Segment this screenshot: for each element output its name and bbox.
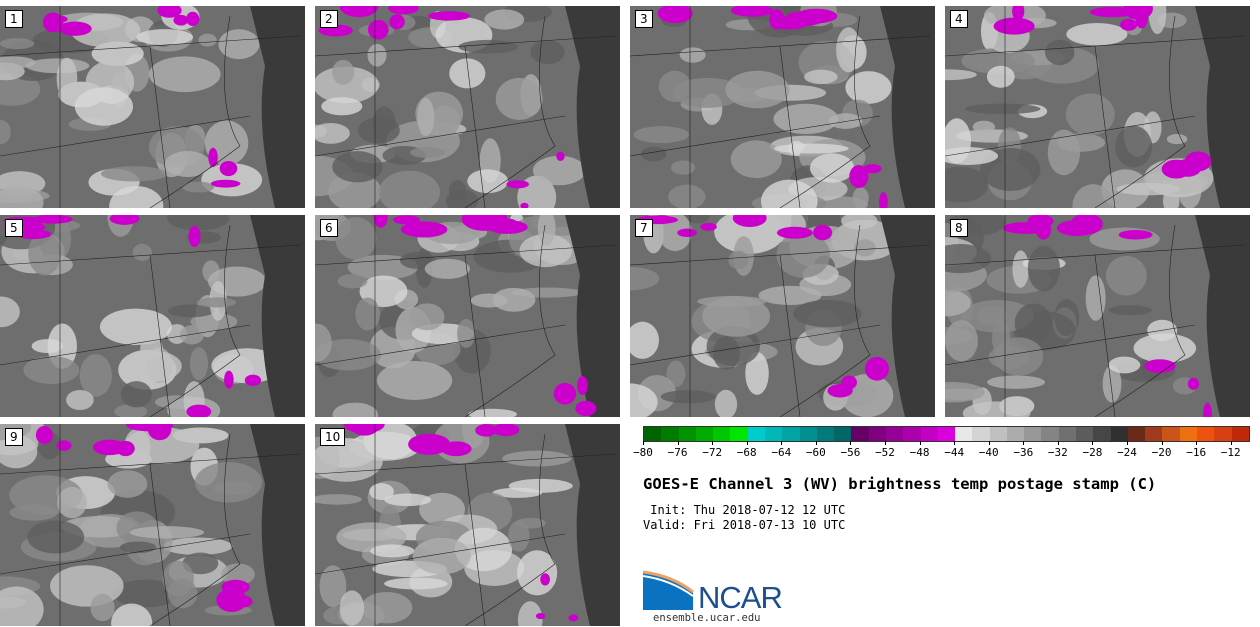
colorbar-bin xyxy=(1006,427,1025,441)
colorbar-tick-label: −12 xyxy=(1220,446,1241,459)
postage-stamp-map: 7 xyxy=(630,215,935,417)
colorbar-tick xyxy=(885,441,886,445)
colorbar-bin xyxy=(764,427,783,441)
site-url: ensemble.ucar.edu xyxy=(653,612,761,624)
colorbar-bin xyxy=(1024,427,1042,441)
colorbar-tick xyxy=(643,441,644,445)
logo-text: NCAR xyxy=(698,580,783,615)
colorbar-tick-label: −44 xyxy=(944,446,965,459)
postage-stamp-map: 1 xyxy=(0,6,305,208)
colorbar xyxy=(643,426,1250,442)
colorbar-tick xyxy=(919,441,921,445)
colorbar-bin xyxy=(799,427,817,441)
panel-number-label: 9 xyxy=(5,428,23,446)
colorbar-bin xyxy=(955,427,973,441)
colorbar-tick xyxy=(746,441,748,445)
colorbar-tick xyxy=(850,441,852,445)
colorbar-bin xyxy=(1231,427,1249,441)
colorbar-tick-label: −16 xyxy=(1186,446,1207,459)
colorbar-tick-label: −24 xyxy=(1117,446,1137,459)
colorbar-tick-label: −60 xyxy=(805,446,826,459)
colorbar-bin xyxy=(989,427,1007,441)
colorbar-bin xyxy=(972,427,990,441)
colorbar-tick-label: −32 xyxy=(1047,446,1068,459)
panel-number-label: 1 xyxy=(5,10,23,28)
colorbar-tick xyxy=(1057,441,1059,445)
colorbar-tick xyxy=(1127,441,1128,445)
colorbar-tick xyxy=(815,441,817,445)
colorbar-bin xyxy=(851,427,869,441)
colorbar-bin xyxy=(1041,427,1059,441)
colorbar-bin xyxy=(1179,427,1197,441)
colorbar-tick-label: −36 xyxy=(1013,446,1034,459)
colorbar-bin xyxy=(868,427,886,441)
colorbar-bin xyxy=(920,427,938,441)
colorbar-tick xyxy=(1196,441,1198,445)
init-time: Init: Thu 2018-07-12 12 UTC xyxy=(643,503,846,517)
colorbar-tick-label: −72 xyxy=(702,446,723,459)
postage-stamp-map: 4 xyxy=(945,6,1250,208)
ncar-logo-icon xyxy=(643,570,694,610)
colorbar-tick xyxy=(988,441,990,445)
panel-number-label: 3 xyxy=(635,10,653,28)
colorbar-bin xyxy=(782,427,800,441)
colorbar-tick xyxy=(781,441,783,445)
colorbar-tick-label: −40 xyxy=(978,446,999,459)
colorbar-bin xyxy=(695,427,714,441)
colorbar-tick-label: −80 xyxy=(633,446,653,459)
colorbar-bin xyxy=(834,427,852,441)
colorbar-bin xyxy=(816,427,835,441)
colorbar-bin xyxy=(644,427,662,441)
colorbar-tick xyxy=(1023,441,1025,445)
colorbar-bin xyxy=(1214,427,1232,441)
colorbar-tick-label: −48 xyxy=(909,446,930,459)
colorbar-tick xyxy=(677,441,679,445)
colorbar-tick xyxy=(1230,441,1232,445)
panel-number-label: 6 xyxy=(320,219,338,237)
panel-number-label: 2 xyxy=(320,10,338,28)
colorbar-tick-label: −64 xyxy=(771,446,792,459)
postage-stamp-map: 6 xyxy=(315,215,620,417)
colorbar-bin xyxy=(1145,427,1163,441)
postage-stamp-map: 9 xyxy=(0,424,305,626)
colorbar-tick-label: −20 xyxy=(1151,446,1172,459)
colorbar-bin xyxy=(747,427,765,441)
postage-stamp-map: 5 xyxy=(0,215,305,417)
colorbar-tick-label: −28 xyxy=(1082,446,1103,459)
colorbar-bin xyxy=(937,427,956,441)
colorbar-bin xyxy=(1076,427,1094,441)
colorbar-tick xyxy=(1161,441,1163,445)
postage-stamp-map: 10 xyxy=(315,424,620,626)
panel-number-label: 10 xyxy=(320,428,346,446)
colorbar-ticks: −80 −76 −72 −68 −64 −60 −56 −52 −48 −44 −40 −36 −32 −… xyxy=(633,441,1248,461)
colorbar-bin xyxy=(1093,427,1111,441)
colorbar-bin xyxy=(885,427,904,441)
colorbar-tick-label: −68 xyxy=(736,446,757,459)
colorbar-bin xyxy=(1197,427,1215,441)
panel-number-label: 7 xyxy=(635,219,653,237)
colorbar-bin xyxy=(678,427,696,441)
colorbar-bin xyxy=(903,427,921,441)
colorbar-bin xyxy=(661,427,679,441)
colorbar-bin xyxy=(1058,427,1077,441)
colorbar-tick-label: −76 xyxy=(667,446,688,459)
panel-number-label: 5 xyxy=(5,219,23,237)
chart-title: GOES-E Channel 3 (WV) brightness temp po… xyxy=(643,475,1157,493)
panel-number-label: 4 xyxy=(950,10,968,28)
colorbar-bin xyxy=(1127,427,1146,441)
colorbar-bin xyxy=(1162,427,1180,441)
colorbar-tick-label: −56 xyxy=(840,446,861,459)
colorbar-bin xyxy=(1110,427,1128,441)
colorbar-tick-label: −52 xyxy=(875,446,895,459)
postage-stamp-map: 3 xyxy=(630,6,935,208)
colorbar-tick xyxy=(712,441,714,445)
panel-number-label: 8 xyxy=(950,219,968,237)
colorbar-tick xyxy=(954,441,956,445)
postage-stamp-map: 2 xyxy=(315,6,620,208)
colorbar-bin xyxy=(713,427,731,441)
colorbar-tick xyxy=(1092,441,1094,445)
colorbar-bin xyxy=(730,427,748,441)
valid-time: Valid: Fri 2018-07-13 10 UTC xyxy=(643,518,846,532)
postage-stamp-map: 8 xyxy=(945,215,1250,417)
